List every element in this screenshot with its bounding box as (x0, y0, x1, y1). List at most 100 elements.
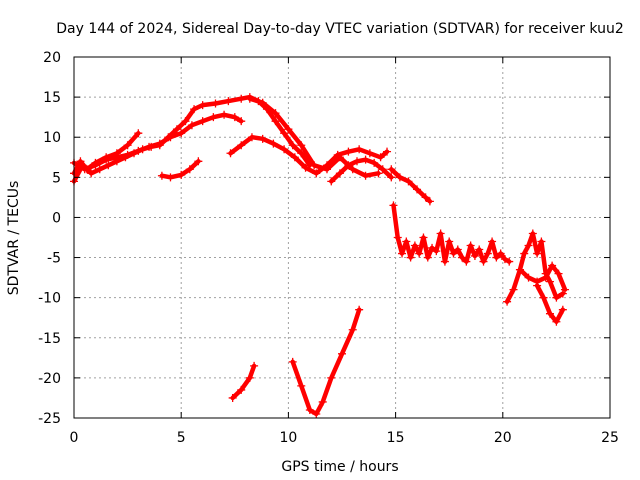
series-segment-8 (387, 165, 434, 206)
data-point (355, 305, 364, 314)
data-point (410, 241, 419, 250)
data-point (181, 117, 190, 126)
data-point (524, 273, 533, 282)
data-point (305, 405, 314, 414)
data-point (297, 141, 306, 150)
series-segment-11 (515, 261, 569, 294)
data-point (436, 229, 445, 238)
data-point (475, 245, 484, 254)
data-point (91, 161, 100, 170)
data-point (134, 129, 143, 138)
data-point (445, 237, 454, 246)
data-point (226, 149, 235, 158)
data-point (541, 273, 550, 282)
data-point (280, 145, 289, 154)
y-tick-label: 0 (52, 210, 61, 226)
series-trace (389, 167, 433, 204)
data-point (237, 141, 246, 150)
data-point (353, 157, 362, 166)
series-trace (230, 363, 257, 401)
data-point (157, 171, 166, 180)
data-point (515, 265, 524, 274)
x-tick-label: 5 (177, 430, 186, 446)
data-point (560, 285, 569, 294)
y-tick-label: 15 (43, 90, 61, 106)
data-series (70, 93, 569, 418)
data-point (312, 169, 321, 178)
data-point (374, 169, 383, 178)
data-point (398, 249, 407, 258)
data-point (327, 373, 336, 382)
x-tick-label: 15 (387, 430, 405, 446)
x-tick-label: 25 (601, 430, 619, 446)
data-point (548, 261, 557, 270)
data-point (453, 245, 462, 254)
data-point (211, 99, 220, 108)
data-point (496, 249, 505, 258)
data-point (558, 305, 567, 314)
data-point (370, 158, 379, 167)
data-point (247, 133, 256, 142)
data-point (177, 170, 186, 179)
data-point (327, 177, 336, 186)
data-point (237, 385, 246, 394)
data-point (145, 142, 154, 151)
data-point (503, 297, 512, 306)
data-point (466, 241, 475, 250)
plot-frame (73, 56, 611, 419)
data-point (365, 149, 374, 158)
data-point (415, 249, 424, 258)
data-point (123, 150, 132, 159)
data-point (537, 237, 546, 246)
data-point (166, 133, 175, 142)
data-point (224, 97, 233, 106)
series-segment-6 (245, 94, 383, 180)
data-point (376, 153, 385, 162)
data-point (95, 165, 104, 174)
data-point (310, 161, 319, 170)
data-point (395, 173, 404, 182)
data-point (288, 357, 297, 366)
data-point (297, 381, 306, 390)
y-tick-label: 20 (43, 50, 61, 66)
data-point (552, 317, 561, 326)
data-point (344, 161, 353, 170)
data-point (348, 325, 357, 334)
y-tick-label: 5 (52, 170, 61, 186)
data-point (533, 281, 542, 290)
data-point (312, 409, 321, 418)
series-segment-4 (157, 157, 203, 182)
x-axis-label: GPS time / hours (281, 459, 398, 475)
data-point (500, 255, 509, 264)
data-point (425, 197, 434, 206)
data-point (190, 105, 199, 114)
data-point (432, 247, 441, 256)
data-point (177, 129, 186, 138)
data-point (322, 165, 331, 174)
data-point (413, 185, 422, 194)
data-point (355, 145, 364, 154)
data-point (230, 113, 239, 122)
data-point (80, 165, 89, 174)
series-trace (391, 203, 512, 264)
data-point (87, 169, 96, 178)
data-point (209, 113, 218, 122)
data-point (271, 109, 280, 118)
x-tick-label: 0 (70, 430, 79, 446)
data-point (290, 153, 299, 162)
data-point (378, 165, 387, 174)
x-tick-label: 20 (494, 430, 512, 446)
y-tick-label: 10 (43, 130, 61, 146)
series-segment-7 (327, 155, 396, 186)
data-point (228, 393, 237, 402)
data-point (524, 241, 533, 250)
data-point (198, 101, 207, 110)
x-tick-label: 10 (279, 430, 297, 446)
data-point (237, 117, 246, 126)
data-point (344, 147, 353, 156)
series-segment-12 (533, 281, 567, 326)
y-axis-label: SDTVAR / TECUs (6, 181, 22, 296)
y-tick-label: -5 (47, 251, 61, 267)
chart-title: Day 144 of 2024, Sidereal Day-to-day VTE… (56, 21, 624, 37)
data-point (123, 141, 132, 150)
